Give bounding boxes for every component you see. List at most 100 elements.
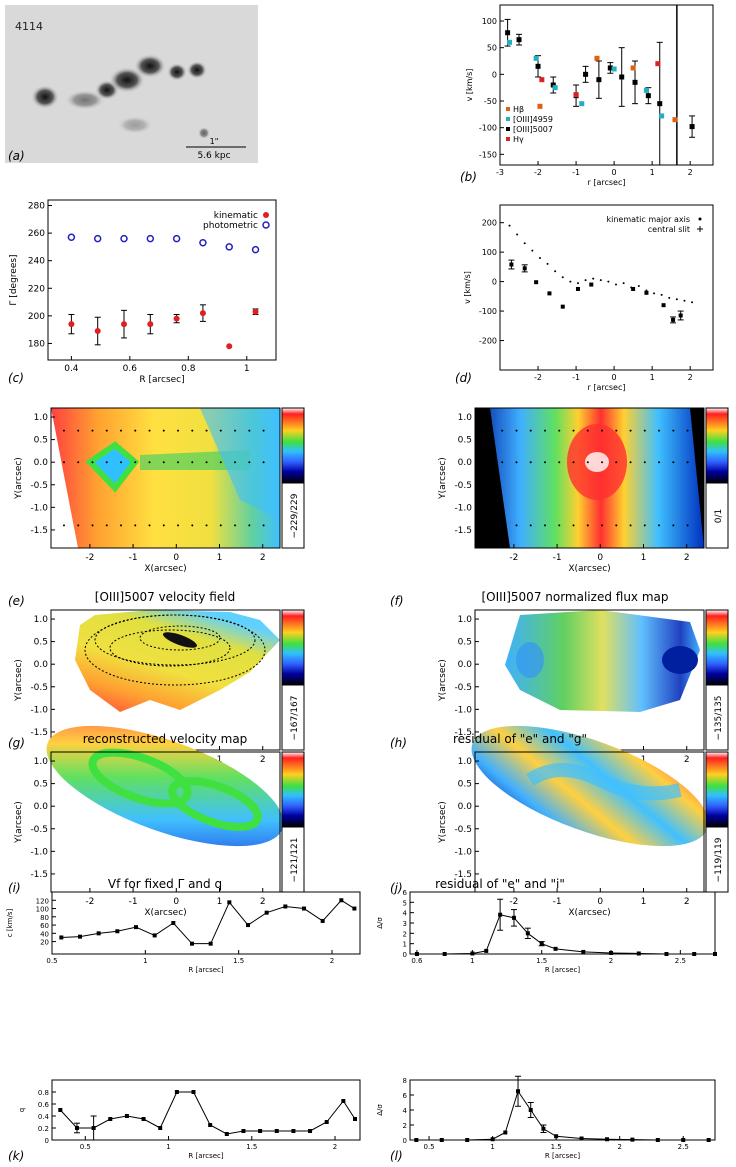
slit-dot <box>543 429 546 432</box>
data-point <box>68 321 75 328</box>
x-tick-label: 2 <box>260 553 266 563</box>
slit-dot <box>672 461 675 464</box>
slit-dot <box>91 461 94 464</box>
data-point <box>120 234 128 243</box>
x-tick-label: 2.5 <box>678 1143 689 1151</box>
data-point <box>537 103 543 109</box>
y-tick-label: 0.0 <box>458 802 473 812</box>
data-point <box>596 77 602 83</box>
data-point <box>632 79 638 85</box>
x-tick-label: 0.8 <box>181 364 196 374</box>
slit-dot <box>529 524 532 527</box>
panel-l-residual-profile: 0.6 1 1.5 2 2.5 0 1 2 3 4 5 6 R [arcsec] Δ/σ <box>376 889 717 974</box>
data-point <box>291 1129 296 1133</box>
slit-dot <box>177 429 180 432</box>
data-point <box>645 93 651 99</box>
data-point <box>523 242 526 245</box>
data-point <box>274 1129 279 1133</box>
y-tick-label: 2 <box>403 1122 407 1130</box>
y-axis-label: Y(arcsec) <box>438 457 448 500</box>
data-point <box>552 85 558 91</box>
y-tick-label: -200 <box>479 337 497 346</box>
legend-label: photometric <box>203 221 258 231</box>
colorbar <box>281 609 305 686</box>
data-point <box>550 82 556 88</box>
slit-dot <box>586 429 589 432</box>
data-point <box>622 282 625 285</box>
data-point <box>644 290 649 295</box>
x-axis-label: R [arcsec] <box>545 966 580 974</box>
data-point <box>509 262 514 267</box>
slit-dot <box>62 461 65 464</box>
slit-dot <box>219 429 222 432</box>
data-point <box>584 279 587 282</box>
y-axis-label: v [km/s] <box>465 69 474 102</box>
legend-label: kinematic <box>214 211 258 221</box>
slit-dot <box>262 429 265 432</box>
data-point <box>158 1126 163 1130</box>
data-point <box>199 239 207 247</box>
colorbar-label: −119/119 <box>714 837 724 882</box>
data-point <box>59 935 64 940</box>
slit-positions <box>486 429 689 527</box>
slit-dot <box>162 524 165 527</box>
x-tick-label: -2 <box>534 168 542 177</box>
data-point <box>619 74 625 80</box>
x-tick-label: -2 <box>85 553 94 563</box>
data-point <box>353 1117 358 1121</box>
data-point <box>525 931 530 936</box>
colorbar <box>281 407 305 484</box>
data-point <box>141 1117 146 1121</box>
x-tick-label: 2 <box>330 957 334 965</box>
y-tick-label: 100 <box>482 248 497 257</box>
heatmap-mask-left <box>475 408 510 548</box>
y-tick-label: -50 <box>484 97 497 106</box>
x-tick-label: 2 <box>260 897 266 907</box>
x-tick-label: 1 <box>641 553 647 563</box>
slit-dot <box>105 429 108 432</box>
data-point <box>251 245 260 254</box>
x-tick-label: -1 <box>572 373 580 382</box>
data-point <box>58 1108 63 1112</box>
axes-frame <box>51 891 361 955</box>
data-point <box>675 298 678 301</box>
data-point <box>576 282 579 285</box>
panel-n-residual-profile: 0.5 1 1.5 2 2.5 0 2 4 6 8 R [arcsec] Δ/σ <box>376 1075 716 1160</box>
colorbars: −229/229 0/1 −167/167 −135/135 −121/121 −119/… <box>281 407 729 893</box>
slit-dot <box>62 524 65 527</box>
x-tick-label: 0 <box>612 168 617 177</box>
panel-k-title: Vf for fixed Γ and q <box>108 877 222 891</box>
heatmap-blue-edge <box>200 408 280 520</box>
data-point <box>538 257 541 260</box>
y-tick-label: -100 <box>479 307 497 316</box>
colorbar-label-box <box>705 482 729 549</box>
slit-dot <box>486 461 489 464</box>
x-tick-label: 2 <box>684 897 690 907</box>
panel-l-title: residual of "e" and "i" <box>435 877 565 891</box>
panel-label-l: (l) <box>390 1149 403 1163</box>
data-point <box>573 92 579 98</box>
panel-label-d: (d) <box>455 371 472 385</box>
slit-dot <box>658 524 661 527</box>
data-point <box>539 941 544 946</box>
flux-map-dark-lobe <box>662 646 698 674</box>
panel-label-k: (k) <box>8 1149 24 1163</box>
x-tick-label: 1 <box>641 755 647 765</box>
data-point <box>246 923 250 928</box>
data-point <box>108 1117 113 1121</box>
data-point <box>583 71 589 77</box>
y-tick-label: 120 <box>36 897 49 905</box>
data-point <box>225 243 233 251</box>
axes-frame <box>50 407 281 549</box>
data-point <box>442 952 447 956</box>
x-tick-label: 2 <box>684 755 690 765</box>
data-point <box>93 234 102 243</box>
slit-dot <box>586 524 589 527</box>
slit-dot <box>601 461 604 464</box>
residual-ellipse <box>471 725 709 847</box>
slit-dot <box>248 461 251 464</box>
y-tick-label: 2 <box>403 930 407 938</box>
y-tick-label: 4 <box>403 910 408 918</box>
slit-dot <box>234 524 237 527</box>
y-tick-label: 0 <box>45 1137 49 1145</box>
